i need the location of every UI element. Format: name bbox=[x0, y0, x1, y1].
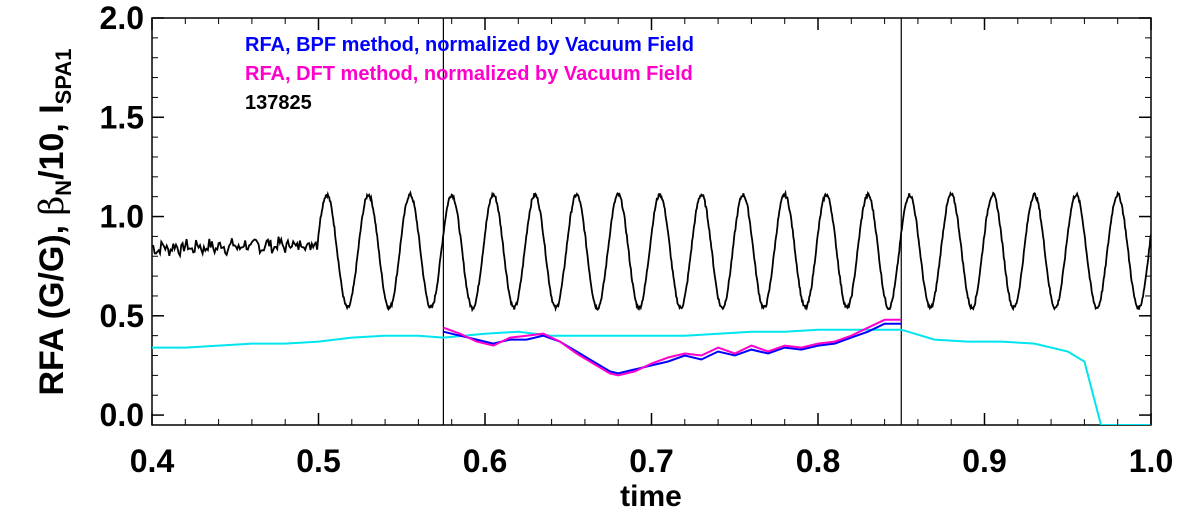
x-tick-label: 0.9 bbox=[962, 443, 1006, 479]
y-axis-title: RFA (G/G), βN/10, ISPA1 bbox=[32, 48, 76, 395]
series-i-spa1-line bbox=[152, 189, 1151, 313]
x-tick-label: 0.6 bbox=[463, 443, 507, 479]
series-layer bbox=[152, 189, 1151, 425]
series-rfa-bpf-line bbox=[443, 322, 902, 375]
series-beta-n-line bbox=[152, 328, 1151, 425]
x-tick-label: 0.4 bbox=[130, 443, 175, 479]
x-tick-label: 0.8 bbox=[796, 443, 840, 479]
y-tick-label: 1.0 bbox=[100, 199, 144, 235]
x-tick-label: 1.0 bbox=[1129, 443, 1173, 479]
legend-entry-bpf: RFA, BPF method, normalized by Vacuum Fi… bbox=[245, 34, 694, 56]
vertical-markers bbox=[442, 18, 902, 425]
y-axis-title-beta: β bbox=[32, 196, 72, 216]
x-axis-title: time bbox=[620, 480, 682, 513]
ticks-layer: 0.4 0.5 0.6 0.7 0.8 0.9 1.0 0.0 0.5 1.0 1.5 2.0 bbox=[100, 0, 1174, 479]
shot-number-annotation: 137825 bbox=[245, 92, 312, 114]
y-axis-title-middle: /10, I bbox=[33, 104, 71, 180]
y-axis-title-beta-sub: N bbox=[51, 180, 76, 196]
legend-entry-dft: RFA, DFT method, normalized by Vacuum Fi… bbox=[245, 63, 693, 85]
x-tick-label: 0.7 bbox=[629, 443, 673, 479]
x-tick-label: 0.5 bbox=[296, 443, 340, 479]
y-tick-label: 0.0 bbox=[100, 397, 144, 433]
y-axis-title-prefix: RFA (G/G), bbox=[33, 215, 71, 395]
y-tick-label: 1.5 bbox=[100, 99, 144, 135]
y-tick-label: 2.0 bbox=[100, 0, 144, 36]
series-rfa-dft-line bbox=[443, 318, 902, 377]
y-tick-label: 0.5 bbox=[100, 298, 144, 334]
y-axis-title-i-sub: SPA1 bbox=[51, 48, 76, 104]
